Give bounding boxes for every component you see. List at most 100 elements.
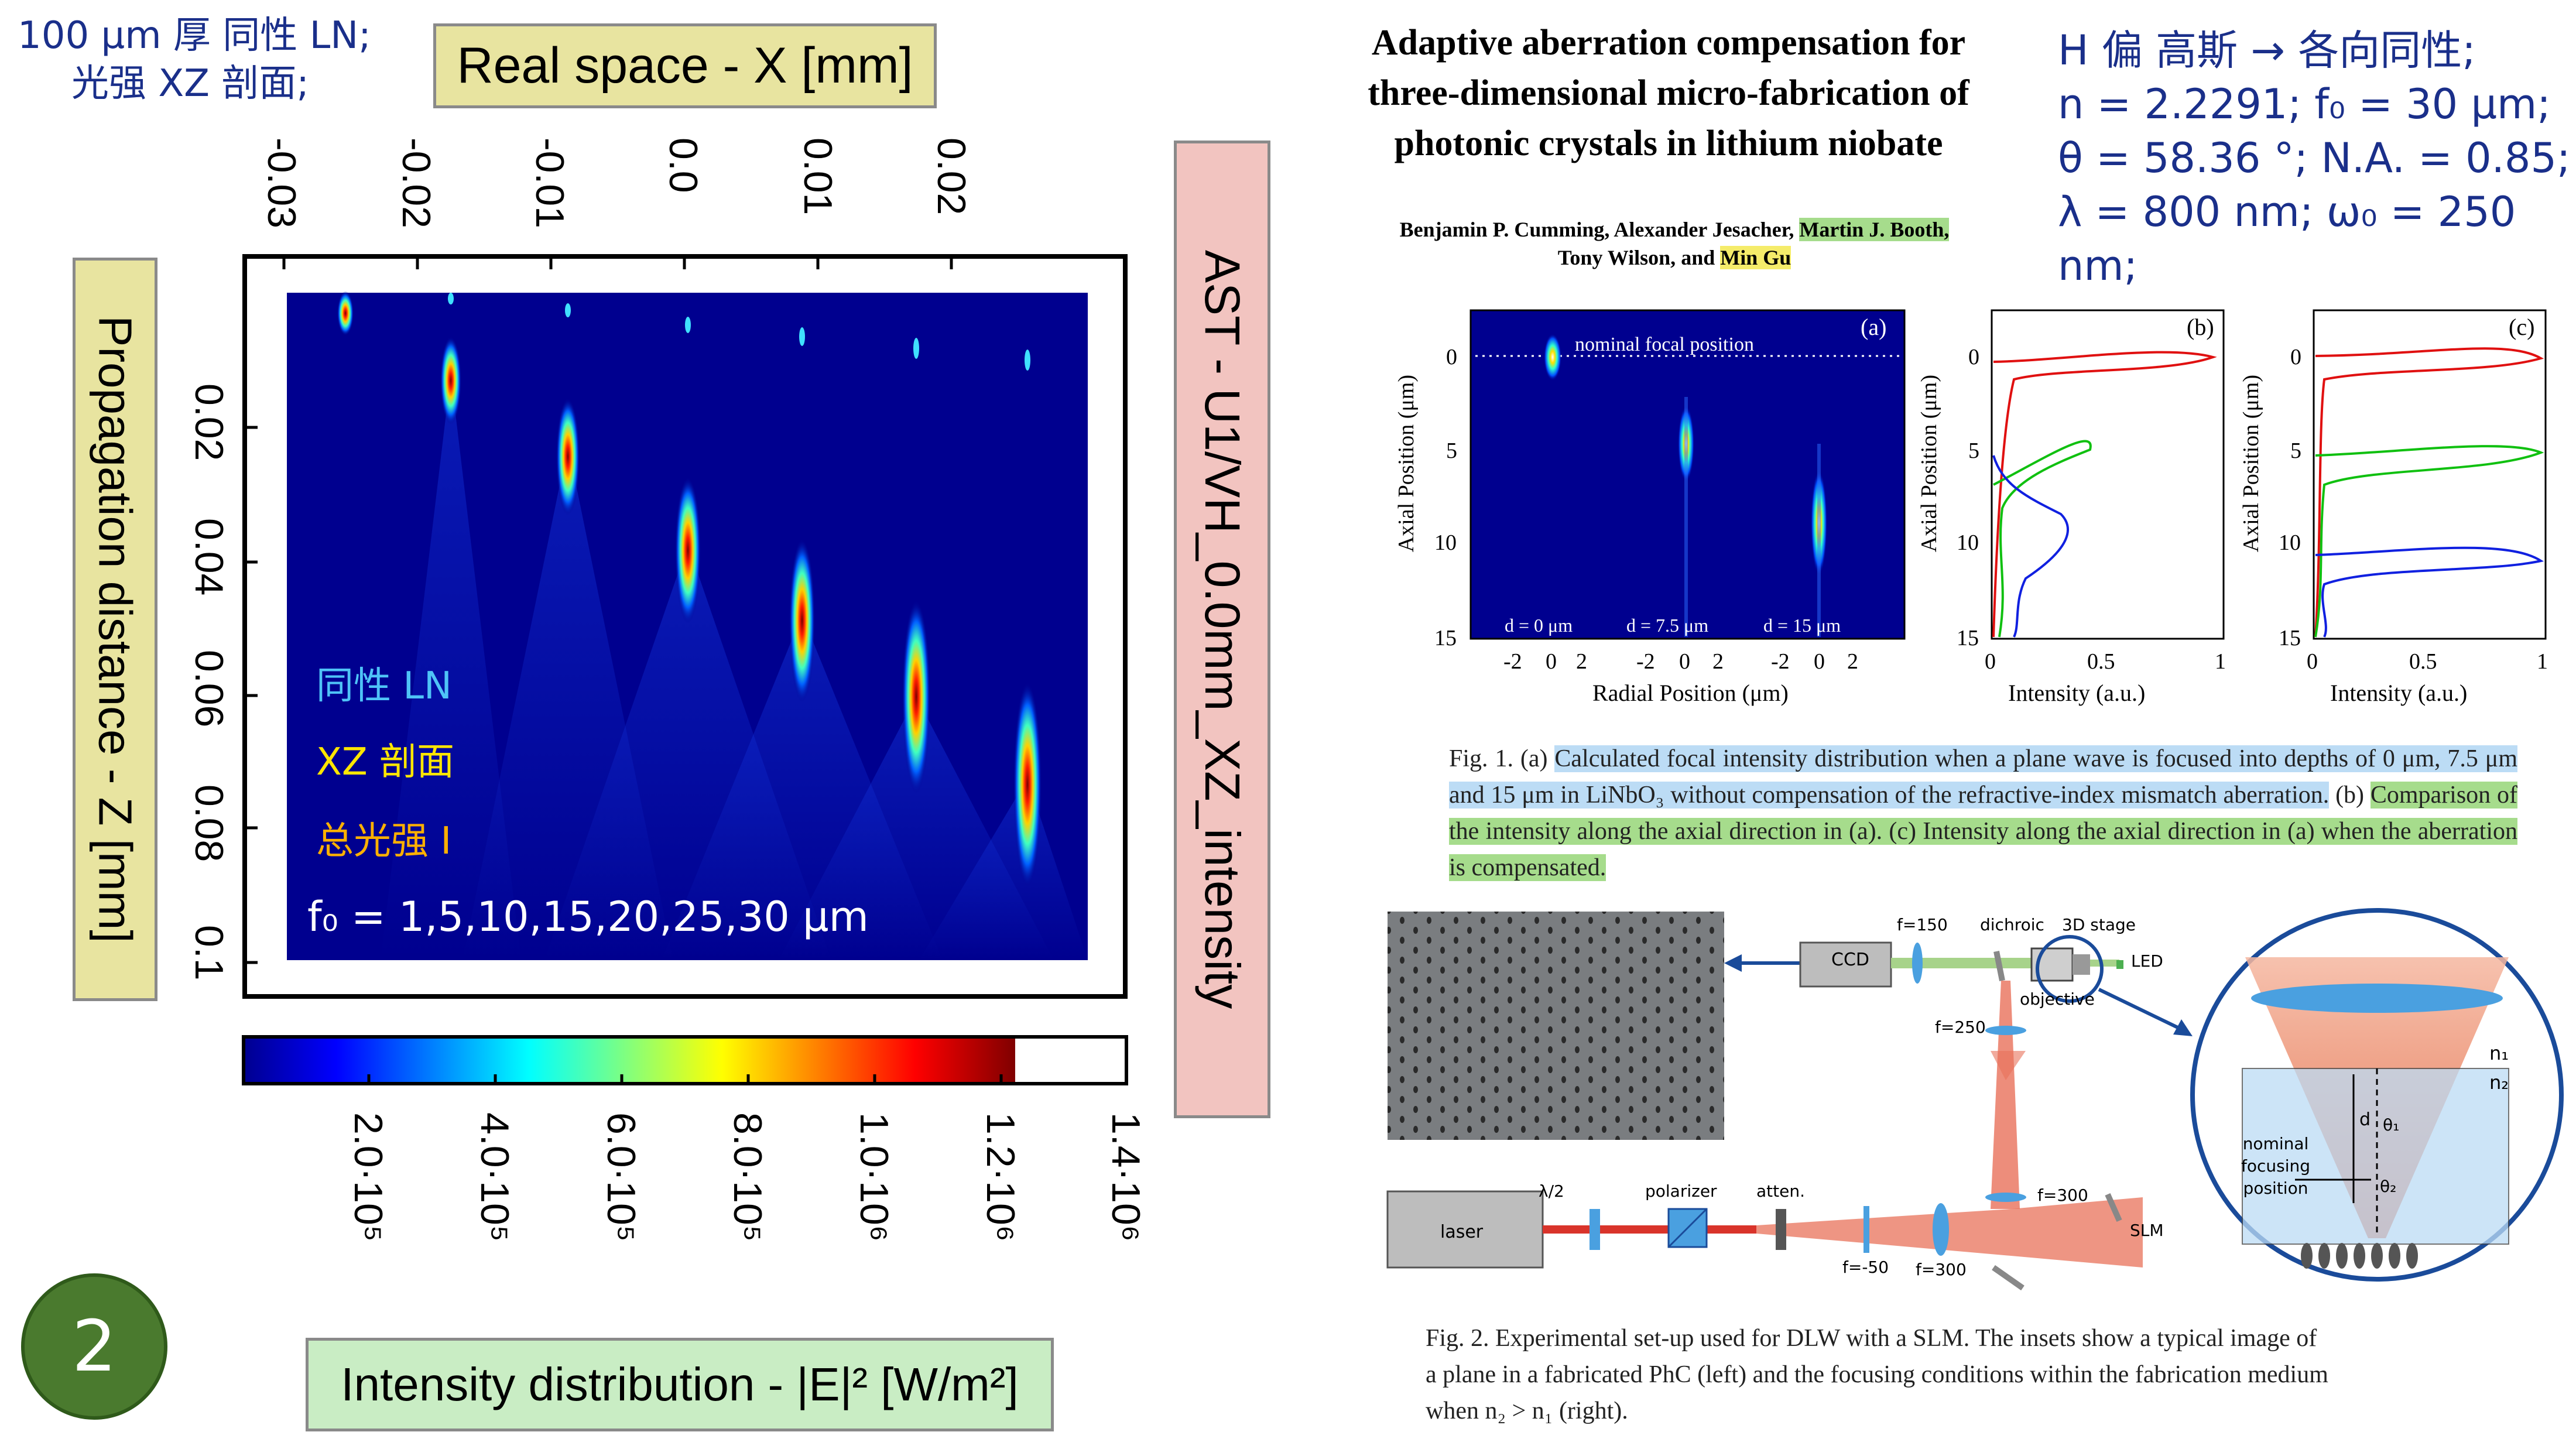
label-ccd: CCD [1831, 950, 1869, 970]
fig1-b-xtick: 0.5 [2087, 649, 2115, 674]
plot-side-title: AST - U1/VH_0.0mm_XZ_intensity [1174, 141, 1270, 1118]
fig1-a-xlabel: Radial Position (μm) [1592, 680, 1789, 706]
fig1-b-xtick: 0 [1985, 649, 1996, 674]
author-highlight: Martin J. Booth, [1799, 218, 1950, 241]
caption-prefix: Fig. 1. (a) [1449, 745, 1555, 772]
plot-side-title-text: AST - U1/VH_0.0mm_XZ_intensity [1195, 249, 1250, 1009]
label-polarizer: polarizer [1645, 1181, 1717, 1201]
colorbar [242, 1035, 1128, 1085]
phc-image [1388, 912, 1724, 1140]
fig1-a-xtick: 2 [1576, 649, 1587, 674]
label-nominal-line: focusing [2241, 1156, 2311, 1176]
fig1-c-xtick: 0 [2307, 649, 2318, 674]
colorbar-tick: 4.0·10⁵ [472, 1112, 517, 1242]
paper-title-line: photonic crystals in lithium niobate [1394, 124, 1943, 163]
fig1-b-xlabel: Intensity (a.u.) [2008, 680, 2146, 706]
x-axis-title: Real space - X [mm] [433, 23, 937, 108]
y-tick: 0.08 [187, 785, 231, 862]
fig1-c-ytick: 15 [2279, 626, 2301, 650]
label-dichroic: dichroic [1980, 915, 2044, 934]
caption-line: Fig. 2. Experimental set-up used for DLW… [1426, 1325, 2317, 1352]
label-n2: n₂ [2489, 1071, 2509, 1094]
overlay-label-3: 总光强 I [316, 820, 452, 863]
author: Alexander Jesacher, [1609, 218, 1794, 241]
x-axis-title-text: Real space - X [mm] [457, 37, 913, 94]
colorbar-tick: 8.0·10⁵ [725, 1112, 770, 1242]
fig1-panel-c [2313, 309, 2547, 640]
fig1-d15: d = 15 μm [1763, 615, 1841, 636]
overlay-label-1: 同性 LN [316, 664, 452, 708]
fig1-b-ytick: 0 [1968, 345, 1979, 369]
colorbar-title: Intensity distribution - |E|² [W/m²] [306, 1338, 1054, 1431]
label-theta2: θ₂ [2380, 1177, 2397, 1196]
label-nominal-line: position [2243, 1179, 2308, 1198]
y-axis-title-text: Propagation distance - Z [mm] [89, 316, 142, 943]
label-fm50: f=-50 [1842, 1258, 1889, 1277]
focus-cones [381, 375, 1088, 960]
colorbar-tick: 1.0·10⁶ [852, 1112, 896, 1242]
fig1-label-b: (b) [2187, 314, 2214, 340]
paper-title-line: Adaptive aberration compensation for [1371, 23, 1966, 63]
fig1-a-xtick: 2 [1847, 649, 1858, 674]
label-theta1: θ₁ [2383, 1115, 2400, 1135]
note-line: λ = 800 nm; ω₀ = 250 nm; [2058, 188, 2516, 290]
y-tick: 0.04 [187, 518, 231, 596]
fig1-a-xtick: -2 [1503, 649, 1522, 674]
fig2-caption: Fig. 2. Experimental set-up used for DLW… [1426, 1320, 2526, 1429]
note-line: 光强 XZ 剖面; [71, 62, 309, 105]
caption-mid: (b) [2329, 782, 2371, 809]
fig1-a-xtick: -2 [1636, 649, 1655, 674]
fig1-a-xtick: 2 [1712, 649, 1724, 674]
label-n1: n₁ [2489, 1042, 2509, 1064]
focal-spots [337, 291, 1042, 887]
label-objective: objective [2020, 989, 2095, 1009]
note-line: n = 2.2291; f₀ = 30 µm; [2058, 80, 2551, 128]
label-f150: f=150 [1897, 915, 1948, 934]
fig1-a-ytick: 10 [1434, 530, 1457, 555]
authors-line: Tony Wilson, and Min Gu [1335, 244, 2014, 272]
fig1-c-xlabel: Intensity (a.u.) [2330, 680, 2468, 706]
label-f300a: f=300 [2037, 1186, 2088, 1205]
author: Benjamin P. Cumming, [1399, 218, 1610, 241]
colorbar-tick: 6.0·10⁵ [599, 1112, 643, 1242]
x-tick: 0.02 [929, 138, 974, 215]
label-f300b: f=300 [1916, 1260, 1967, 1279]
author-highlight: Min Gu [1720, 246, 1791, 269]
authors-line: Benjamin P. Cumming, Alexander Jesacher,… [1335, 215, 2014, 244]
fig1-a-ytick: 15 [1434, 626, 1457, 650]
slide-number: 2 [71, 1306, 117, 1388]
x-tick: -0.03 [259, 138, 304, 228]
colorbar-tick: 2.0·10⁵ [346, 1112, 390, 1242]
fig1-c-ytick: 0 [2290, 345, 2301, 369]
note-line: θ = 58.36 °; N.A. = 0.85; [2058, 134, 2571, 182]
slide-number-badge: 2 [21, 1273, 167, 1420]
y-tick: 0.1 [187, 925, 231, 981]
fig1-b-ytick: 15 [1957, 626, 1979, 650]
fig1-c-xtick: 0.5 [2409, 649, 2437, 674]
paper-authors: Benjamin P. Cumming, Alexander Jesacher,… [1335, 215, 2014, 272]
label-slm: SLM [2130, 1221, 2164, 1240]
fig1-a-ytick: 0 [1446, 345, 1457, 369]
x-tick: 0.01 [796, 138, 840, 215]
fig1-caption: Fig. 1. (a) Calculated focal intensity d… [1449, 741, 2517, 886]
fig1-c-ytick: 10 [2279, 530, 2301, 555]
fig1-label-c: (c) [2509, 314, 2535, 340]
fig1-b-xtick: 1 [2215, 649, 2226, 674]
label-nominal-focus: nominal focusing position [2241, 1133, 2310, 1200]
fig1-a-xtick: -2 [1771, 649, 1790, 674]
y-tick: 0.06 [187, 650, 231, 728]
caption-line: when n₂ > n₁ (right). [1426, 1397, 1628, 1424]
fig1-d75: d = 7.5 μm [1626, 615, 1709, 636]
label-half: λ/2 [1539, 1181, 1564, 1201]
label-nominal-line: nominal [2242, 1134, 2309, 1153]
label-stage: 3D stage [2062, 915, 2136, 934]
fig1-c-ylabel: Axial Position (μm) [2239, 375, 2263, 553]
fig1-a-ytick: 5 [1446, 439, 1457, 463]
paper-title-line: three-dimensional micro-fabrication of [1368, 73, 1969, 113]
x-tick: 0.0 [661, 138, 705, 193]
label-f250: f=250 [1935, 1018, 1986, 1037]
fig1-c-xtick: 1 [2537, 649, 2548, 674]
fig1-panel-a [1469, 309, 1906, 640]
fig1-label-a: (a) [1861, 314, 1887, 340]
fig1-a-xtick: 0 [1814, 649, 1825, 674]
